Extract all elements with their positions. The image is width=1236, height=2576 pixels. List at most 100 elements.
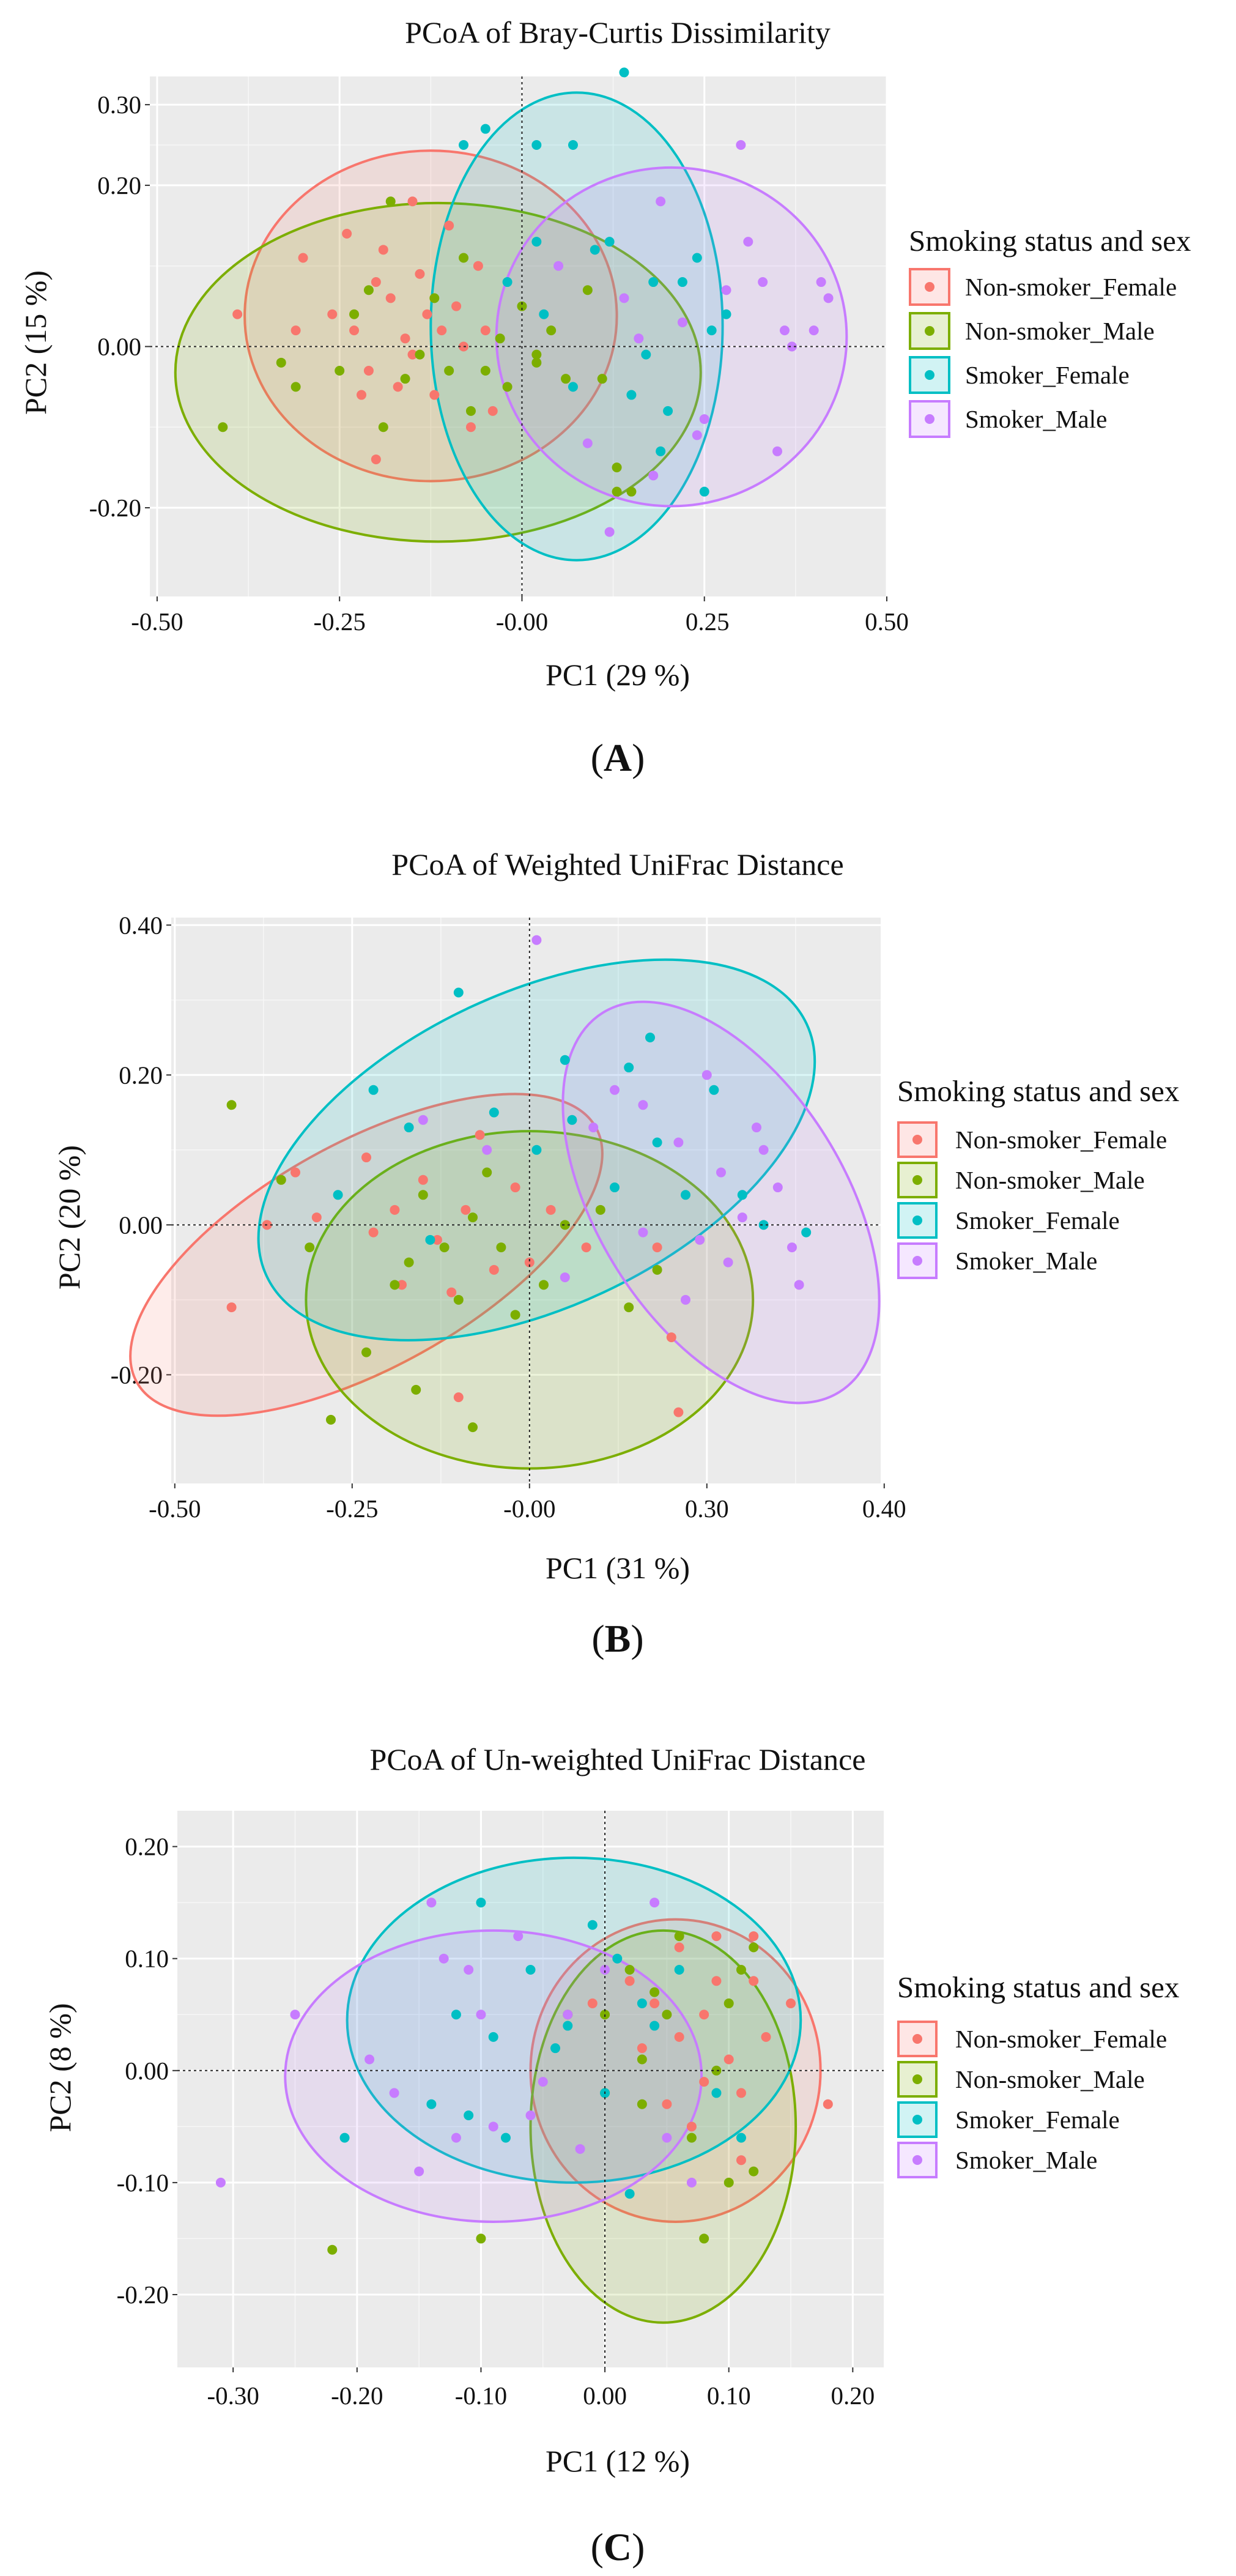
data-point <box>590 245 600 255</box>
x-tick-label: 0.10 <box>707 2381 751 2410</box>
data-point <box>482 1145 492 1155</box>
data-point <box>368 1085 379 1095</box>
data-point <box>612 462 622 473</box>
data-point <box>451 2010 461 2020</box>
data-point <box>550 2043 561 2054</box>
data-point <box>692 430 702 440</box>
legend-label: Non-smoker_Male <box>955 1166 1145 1194</box>
x-tick-label: -0.00 <box>503 1494 555 1523</box>
x-tick-label: 0.50 <box>865 607 909 636</box>
legend-key-point <box>912 2074 922 2084</box>
data-point <box>587 1920 598 1930</box>
data-point <box>426 1898 437 1908</box>
y-tick-label: 0.40 <box>119 911 163 939</box>
legend-label: Non-smoker_Male <box>965 317 1155 345</box>
plot-area <box>171 918 886 1483</box>
legend: Smoking status and sex Non-smoker_Female… <box>897 1074 1179 1279</box>
panel-label: (A) <box>591 736 645 779</box>
confidence-ellipse <box>174 201 702 543</box>
data-point <box>429 293 440 303</box>
panel-label: (C) <box>591 2525 645 2569</box>
data-point <box>637 1998 647 2008</box>
plot-background <box>150 76 887 596</box>
data-point <box>276 357 286 368</box>
panel-a: PCoA of Bray-Curtis Dissimilarity PC1 (2… <box>18 15 1191 779</box>
data-point <box>459 253 469 263</box>
data-point <box>749 1976 759 1986</box>
data-point <box>624 2189 635 2199</box>
data-point <box>699 2233 709 2244</box>
legend-key <box>897 1202 938 1239</box>
data-point <box>809 325 819 336</box>
data-point <box>823 2099 833 2109</box>
data-point <box>453 1294 464 1305</box>
data-point <box>487 406 498 416</box>
legend-label: Smoker_Male <box>965 405 1107 433</box>
x-tick-label: -0.50 <box>149 1494 201 1523</box>
legend-label: Smoker_Female <box>965 361 1130 389</box>
data-point <box>641 349 651 360</box>
data-point <box>786 341 797 352</box>
data-point <box>588 1123 599 1133</box>
data-point <box>465 422 476 432</box>
data-point <box>662 2132 672 2143</box>
y-axis-label: PC2 (8 %) <box>43 2003 77 2132</box>
confidence-ellipse <box>429 91 724 562</box>
data-point <box>779 325 790 336</box>
data-point <box>743 237 753 247</box>
data-point <box>758 1145 769 1155</box>
panel-c: PCoA of Un-weighted UniFrac Distance PC1… <box>43 1742 1179 2569</box>
y-tick-label: -0.20 <box>117 2281 169 2309</box>
data-point <box>568 382 578 392</box>
data-point <box>711 2065 722 2076</box>
data-point <box>361 1153 371 1163</box>
data-point <box>290 382 301 392</box>
data-point <box>531 140 542 150</box>
x-tick-label: 0.30 <box>685 1494 729 1523</box>
data-point <box>736 140 746 150</box>
data-point <box>415 269 425 279</box>
data-point <box>439 1242 450 1253</box>
legend-label: Non-smoker_Male <box>955 2065 1145 2093</box>
chart-title: PCoA of Bray-Curtis Dissimilarity <box>405 15 831 50</box>
data-point <box>390 1280 400 1290</box>
legend: Smoking status and sex Non-smoker_Female… <box>897 1970 1179 2178</box>
data-point <box>414 2166 424 2177</box>
data-point <box>531 349 542 360</box>
data-point <box>787 1242 797 1253</box>
data-point <box>475 1130 485 1140</box>
y-tick-label: 0.00 <box>97 332 141 360</box>
y-axis-label: PC2 (15 %) <box>18 270 53 415</box>
data-point <box>339 2132 350 2143</box>
data-point <box>488 2121 498 2132</box>
data-point <box>482 1167 492 1178</box>
data-point <box>699 414 709 425</box>
data-point <box>378 422 388 432</box>
data-point <box>480 366 490 376</box>
data-point <box>823 293 834 303</box>
data-point <box>637 2099 647 2109</box>
chart-title: PCoA of Weighted UniFrac Distance <box>391 847 843 882</box>
data-point <box>652 1264 662 1275</box>
legend-key-point <box>912 2155 922 2165</box>
data-point <box>525 2110 536 2121</box>
data-point <box>502 382 513 392</box>
data-point <box>692 253 702 263</box>
data-point <box>342 228 352 239</box>
data-point <box>736 2132 746 2143</box>
data-point <box>695 1234 705 1245</box>
data-point <box>786 1998 796 2008</box>
legend-label: Smoker_Female <box>955 2106 1120 2134</box>
data-point <box>737 1212 747 1223</box>
data-point <box>699 2077 709 2087</box>
legend: Smoking status and sex Non-smoker_Female… <box>909 224 1191 438</box>
data-point <box>451 301 462 311</box>
legend-key-point <box>925 414 934 424</box>
data-point <box>645 1033 655 1043</box>
data-point <box>553 261 564 271</box>
data-point <box>311 1212 322 1223</box>
data-point <box>276 1175 286 1185</box>
y-tick-label: 0.30 <box>97 91 141 119</box>
data-point <box>723 1257 733 1268</box>
data-point <box>465 406 476 416</box>
